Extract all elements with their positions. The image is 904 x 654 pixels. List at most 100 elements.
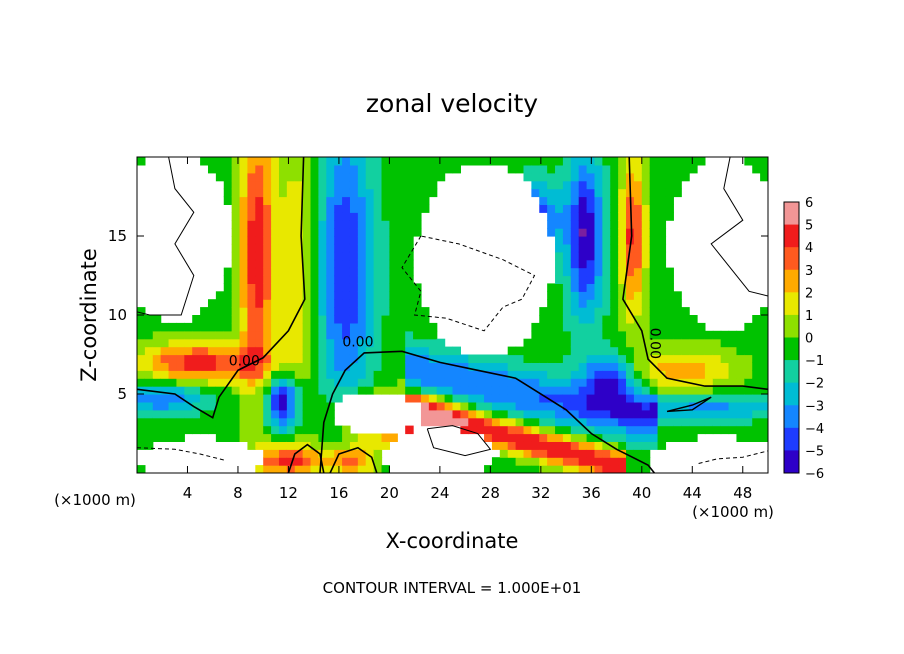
field-cell [649, 172, 659, 182]
field-cell [413, 220, 422, 229]
field-cell [689, 409, 698, 419]
field-cell [649, 307, 659, 316]
field-cell [160, 394, 170, 403]
field-cell [397, 370, 406, 379]
field-cell [365, 338, 375, 348]
field-cell [373, 259, 383, 269]
field-cell [602, 322, 611, 332]
contour-label: 0.00 [229, 354, 260, 370]
field-cell [681, 164, 690, 174]
field-cell [342, 433, 351, 442]
field-cell [610, 441, 619, 450]
field-cell [523, 338, 532, 348]
field-cell [531, 370, 540, 379]
field-cell [389, 275, 398, 284]
field-cell [247, 291, 256, 300]
field-cell [326, 259, 335, 269]
field-cell [657, 394, 667, 403]
field-cell [294, 212, 304, 221]
field-cell [310, 441, 320, 450]
field-cell [310, 172, 320, 182]
field-cell [381, 251, 390, 261]
field-cell [152, 433, 162, 442]
field-cell [562, 441, 572, 450]
field-cell [594, 457, 603, 466]
field-cell [507, 465, 517, 473]
field-cell [633, 228, 643, 237]
field-cell [570, 338, 580, 348]
field-cell [373, 180, 383, 190]
y-tick-label: 5 [117, 385, 127, 403]
field-cell [255, 386, 264, 395]
field-cell [318, 417, 327, 427]
field-cell [381, 441, 390, 450]
field-cell [594, 307, 603, 316]
field-cell [641, 330, 651, 340]
field-cell [389, 212, 398, 221]
field-cell [349, 228, 359, 237]
field-cell [610, 307, 619, 316]
field-cell [334, 330, 343, 340]
field-cell [302, 354, 312, 363]
field-cell [342, 220, 351, 229]
field-cell [381, 243, 390, 253]
field-cell [594, 370, 603, 379]
field-cell [657, 267, 667, 277]
field-cell [428, 378, 438, 387]
field-cell [334, 433, 343, 442]
field-cell [294, 172, 304, 182]
field-cell [649, 236, 659, 245]
field-cell [207, 378, 217, 387]
field-cell [641, 307, 651, 316]
field-cell [389, 157, 398, 166]
field-cell [570, 370, 580, 379]
field-cell [578, 315, 588, 324]
field-cell [278, 370, 288, 379]
field-cell [531, 362, 540, 371]
field-cell [633, 425, 643, 435]
field-cell [302, 449, 312, 458]
field-cell [547, 283, 556, 292]
field-cell [365, 267, 375, 277]
field-cell [697, 401, 706, 411]
field-cell [302, 164, 312, 174]
field-cell [200, 386, 209, 395]
field-cell [641, 228, 651, 237]
field-cell [578, 307, 588, 316]
field-cell [720, 346, 730, 356]
field-cell [760, 315, 768, 324]
field-cell [286, 267, 296, 277]
field-cell [302, 212, 312, 221]
field-cell [712, 346, 722, 356]
field-cell [168, 409, 178, 419]
field-cell [570, 394, 580, 403]
field-cell [555, 188, 564, 198]
field-cell [389, 299, 398, 308]
field-cell [373, 157, 383, 166]
field-cell [555, 291, 564, 300]
field-cell [207, 307, 217, 316]
field-cell [286, 307, 296, 316]
field-cell [318, 346, 327, 356]
field-cell [570, 386, 580, 395]
field-cell [633, 386, 643, 395]
field-cell [539, 378, 548, 387]
field-cell [586, 188, 596, 198]
field-cell [586, 401, 596, 411]
field-cell [357, 180, 367, 190]
field-cell [665, 409, 674, 419]
field-cell [405, 330, 414, 340]
field-cell [176, 330, 185, 340]
field-cell [278, 236, 288, 245]
field-cell [626, 465, 635, 473]
field-cell [752, 425, 761, 435]
field-cell [184, 322, 193, 332]
field-cell [286, 386, 296, 395]
field-cell [515, 362, 525, 371]
field-cell [562, 172, 572, 182]
field-cell [594, 417, 603, 427]
field-cell [531, 441, 540, 450]
field-cell [681, 322, 690, 332]
field-cell [547, 417, 556, 427]
field-cell [649, 409, 659, 419]
